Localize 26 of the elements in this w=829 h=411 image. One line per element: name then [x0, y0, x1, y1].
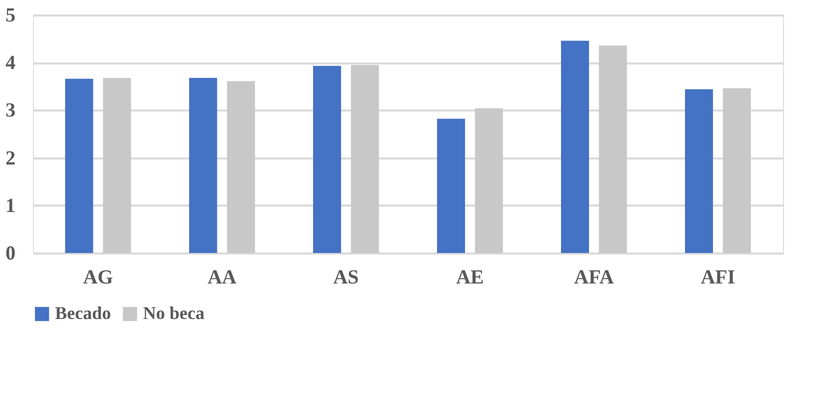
legend-label: No beca: [143, 303, 204, 323]
y-tick-label: 0: [6, 242, 16, 264]
legend-label: Becado: [55, 303, 111, 323]
bar: [684, 89, 713, 253]
bar: [598, 45, 627, 253]
bar: [226, 81, 255, 253]
x-tick-label: AFA: [574, 266, 614, 288]
y-tick-label: 2: [6, 147, 16, 170]
x-tick-label: AE: [456, 266, 484, 288]
x-tick-label: AS: [333, 266, 359, 288]
bar: [189, 78, 218, 253]
bar: [437, 118, 466, 253]
x-tick-label: AA: [208, 266, 238, 288]
bar: [313, 66, 342, 253]
bar: [65, 78, 94, 253]
y-tick-label: 3: [6, 100, 16, 122]
bar: [722, 88, 751, 253]
y-tick-label: 5: [6, 4, 16, 26]
bar: [561, 40, 590, 253]
bar: [103, 78, 132, 253]
bar: [474, 108, 503, 253]
x-tick-label: AG: [83, 266, 114, 288]
bar: [350, 64, 379, 253]
y-tick-label: 1: [6, 194, 16, 217]
y-tick-label: 4: [6, 52, 16, 74]
x-tick-label: AFI: [700, 266, 736, 288]
